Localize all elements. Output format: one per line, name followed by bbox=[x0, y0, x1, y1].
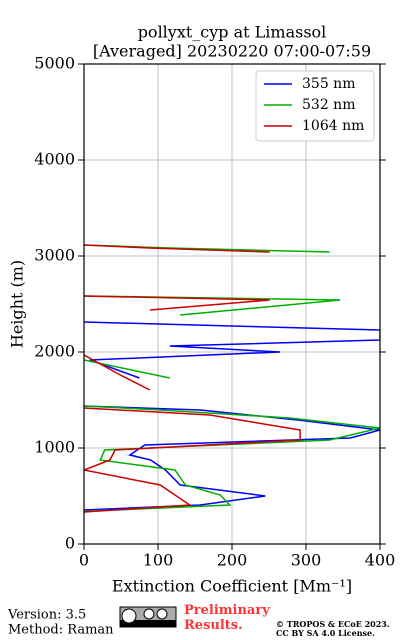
x-tick-label: 0 bbox=[79, 551, 89, 570]
legend-box bbox=[255, 70, 375, 142]
x-tick-label: 400 bbox=[365, 551, 396, 570]
x-tick-label: 200 bbox=[217, 551, 248, 570]
y-tick-label: 5000 bbox=[34, 54, 75, 73]
method: Method: Raman bbox=[8, 623, 114, 638]
version: Version: 3.5 bbox=[7, 608, 86, 623]
plot-frame bbox=[83, 63, 381, 545]
plot-lines bbox=[84, 244, 380, 513]
legend-label: 1064 nm bbox=[302, 118, 364, 134]
x-tick-label: 100 bbox=[143, 551, 174, 570]
y-tick-label: 4000 bbox=[34, 150, 75, 169]
y-tick-label: 0 bbox=[65, 534, 75, 553]
chart-title: pollyxt_cyp at Limassol bbox=[138, 23, 327, 42]
copyright: © TROPOS & ECoE 2023. bbox=[276, 619, 390, 629]
y-tick-label: 3000 bbox=[34, 246, 75, 265]
y-axis-label: Height (m) bbox=[8, 260, 27, 348]
legend-label: 532 nm bbox=[302, 97, 355, 113]
profile-line bbox=[84, 321, 380, 511]
y-tick-label: 2000 bbox=[34, 342, 75, 361]
y-tick-label: 1000 bbox=[34, 438, 75, 457]
cc-logo bbox=[119, 606, 177, 628]
profile-line bbox=[84, 244, 301, 513]
x-axis-label: Extinction Coefficient [Mm⁻¹] bbox=[112, 577, 352, 596]
preliminary: Preliminary Results. bbox=[184, 603, 270, 633]
license: CC BY SA 4.0 License. bbox=[276, 628, 375, 638]
profile-line bbox=[84, 244, 380, 513]
legend-label: 355 nm bbox=[302, 76, 355, 92]
chart-subtitle: [Averaged] 20230220 07:00-07:59 bbox=[93, 42, 371, 61]
x-tick-label: 300 bbox=[291, 551, 322, 570]
